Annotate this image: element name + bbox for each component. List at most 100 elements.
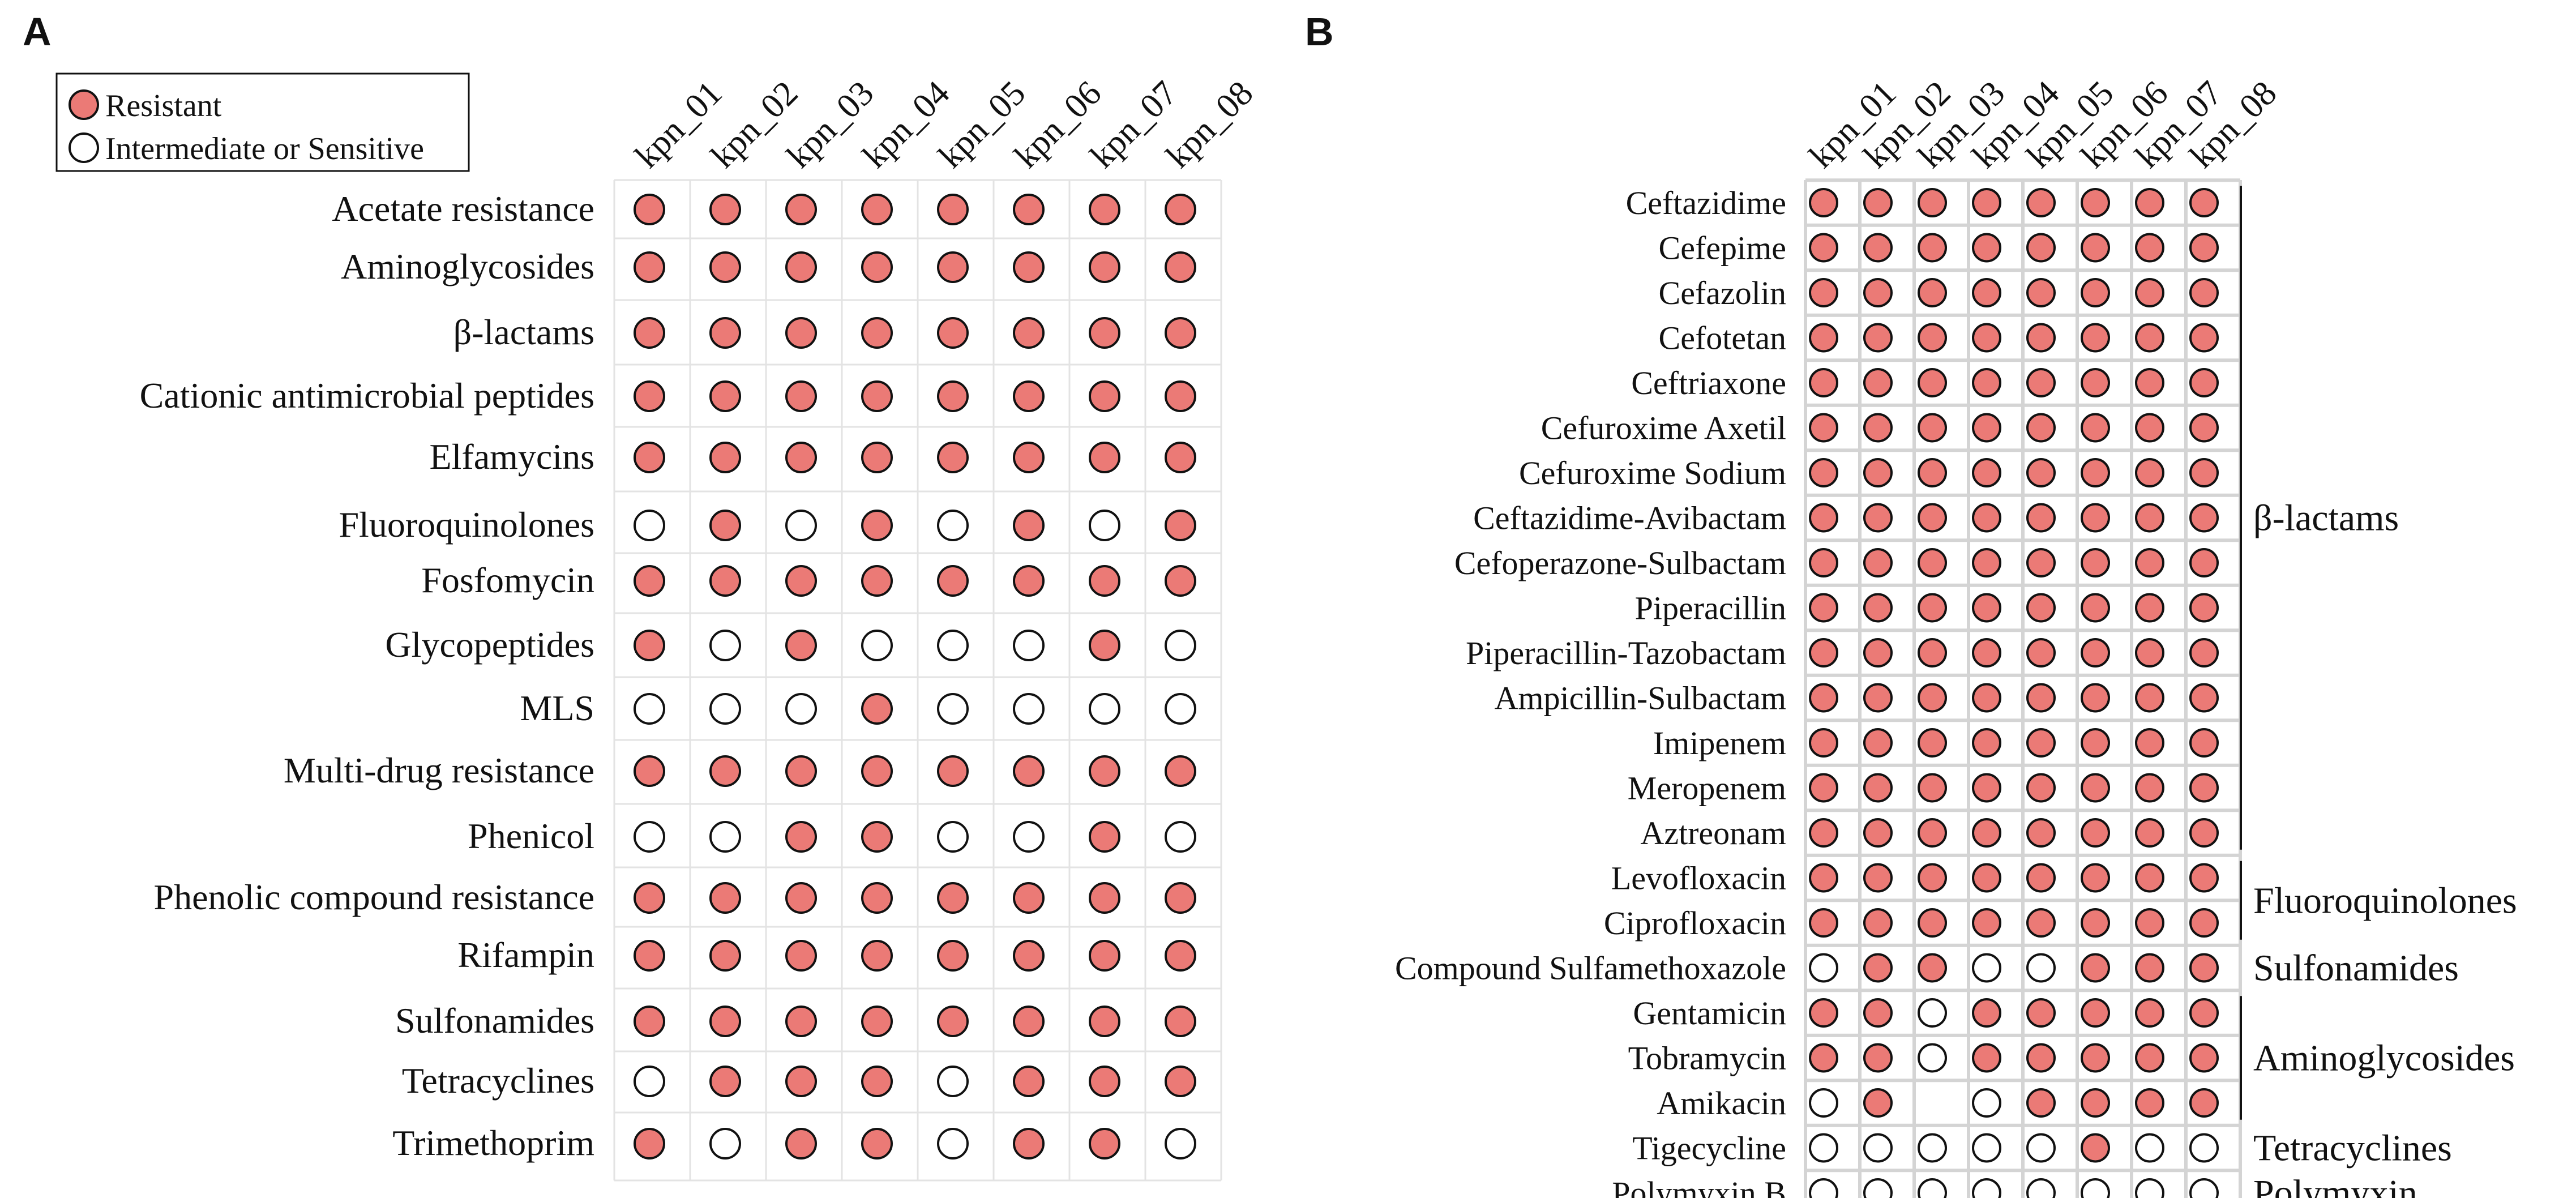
row-label: Cationic antimicrobial peptides [140,375,594,416]
cell-marker-resistant [1863,503,1893,533]
cell-marker-resistant [2189,863,2219,893]
cell-marker-sensitive [2189,1178,2219,1198]
cell-marker-resistant [2135,998,2164,1028]
cell-marker-resistant [1089,251,1120,283]
cell-marker-resistant [2189,593,2219,623]
cell-marker-sensitive [1918,998,1947,1028]
cell-marker-resistant [1918,278,1947,307]
cell-marker-resistant [2081,503,2110,533]
cell-marker-resistant [2189,728,2219,758]
row-label: Amikacin [1657,1085,1786,1122]
cell-marker-resistant [2189,548,2219,577]
cell-marker-resistant [1972,323,2001,353]
cell-marker-resistant [1863,908,1893,938]
cell-marker-resistant [2026,998,2056,1028]
cell-marker-resistant [785,821,817,853]
cell-marker-sensitive [1809,953,1838,983]
cell-marker-resistant [2081,818,2110,848]
cell-marker-sensitive [2026,1133,2056,1163]
cell-marker-resistant [937,380,969,412]
cell-marker-sensitive [1089,693,1120,725]
cell-marker-resistant [1089,317,1120,349]
cell-marker-resistant [634,380,665,412]
cell-marker-resistant [785,1128,817,1160]
row-label: Gentamicin [1633,995,1786,1032]
row-label: Sulfonamides [395,1000,594,1041]
row-label: Phenolic compound resistance [154,877,594,917]
row-label: Tetracyclines [402,1060,594,1101]
cell-marker-resistant [2081,863,2110,893]
cell-marker-resistant [1013,1006,1045,1037]
cell-marker-resistant [1089,940,1120,972]
cell-marker-resistant [709,510,741,541]
cell-marker-resistant [2135,323,2164,353]
cell-marker-sensitive [1918,1043,1947,1073]
panel-a: A Resistant Intermediate or Sensitive kpn_0… [23,10,1260,1182]
cell-marker-resistant [1972,998,2001,1028]
row-label: Multi-drug resistance [284,750,594,790]
column-label-kpn_03: kpn_03 [780,74,882,176]
cell-marker-resistant [1013,442,1045,473]
cell-marker-sensitive [2189,1133,2219,1163]
cell-marker-resistant [1809,278,1838,307]
cell-marker-resistant [709,565,741,597]
cell-marker-resistant [1918,683,1947,713]
cell-marker-resistant [1013,317,1045,349]
cell-marker-resistant [2189,413,2219,443]
cell-marker-resistant [1863,998,1893,1028]
cell-marker-sensitive [1013,630,1045,661]
panel-b-letter: B [1305,10,1334,54]
cell-marker-resistant [1863,1088,1893,1118]
cell-marker-resistant [2026,683,2056,713]
cell-marker-resistant [1972,278,2001,307]
cell-marker-resistant [2026,1043,2056,1073]
cell-marker-resistant [2081,908,2110,938]
cell-marker-resistant [2081,728,2110,758]
cell-marker-resistant [1089,1066,1120,1097]
cell-marker-resistant [2026,368,2056,397]
cell-marker-resistant [861,380,893,412]
row-label: β-lactams [453,312,594,352]
cell-marker-resistant [1918,818,1947,848]
cell-marker-resistant [1165,755,1196,787]
cell-marker-resistant [1918,233,1947,263]
cell-marker-resistant [2189,1088,2219,1118]
row-label: Aztreonam [1640,815,1786,852]
legend-box [55,72,470,172]
cell-marker-resistant [2135,683,2164,713]
cell-marker-resistant [2135,1043,2164,1073]
cell-marker-resistant [2026,728,2056,758]
cell-marker-resistant [2135,368,2164,397]
cell-marker-resistant [937,194,969,225]
cell-marker-resistant [937,1006,969,1037]
cell-marker-resistant [861,442,893,473]
row-label: Levofloxacin [1611,860,1786,897]
column-label-kpn_07: kpn_07 [1083,74,1185,176]
cell-marker-resistant [2189,458,2219,487]
row-label: Acetate resistance [332,189,594,229]
cell-marker-resistant [2081,1088,2110,1118]
cell-marker-sensitive [2026,953,2056,983]
cell-marker-resistant [861,251,893,283]
row-label: Elfamycins [430,437,594,477]
cell-marker-resistant [785,380,817,412]
cell-marker-resistant [634,1128,665,1160]
cell-marker-sensitive [1165,1128,1196,1160]
cell-marker-resistant [1918,413,1947,443]
cell-marker-resistant [1013,1128,1045,1160]
cell-marker-resistant [1165,194,1196,225]
cell-marker-resistant [2081,413,2110,443]
row-label: Cefazolin [1659,275,1786,311]
column-label-kpn_05: kpn_05 [931,74,1033,176]
cell-marker-resistant [2026,278,2056,307]
cell-marker-sensitive [2026,1178,2056,1198]
cell-marker-resistant [2026,773,2056,803]
cell-marker-sensitive [1809,1178,1838,1198]
cell-marker-resistant [1918,908,1947,938]
cell-marker-resistant [709,317,741,349]
cell-marker-resistant [1809,728,1838,758]
cell-marker-resistant [785,251,817,283]
cell-marker-resistant [634,755,665,787]
cell-marker-resistant [1972,503,2001,533]
cell-marker-sensitive [634,1066,665,1097]
